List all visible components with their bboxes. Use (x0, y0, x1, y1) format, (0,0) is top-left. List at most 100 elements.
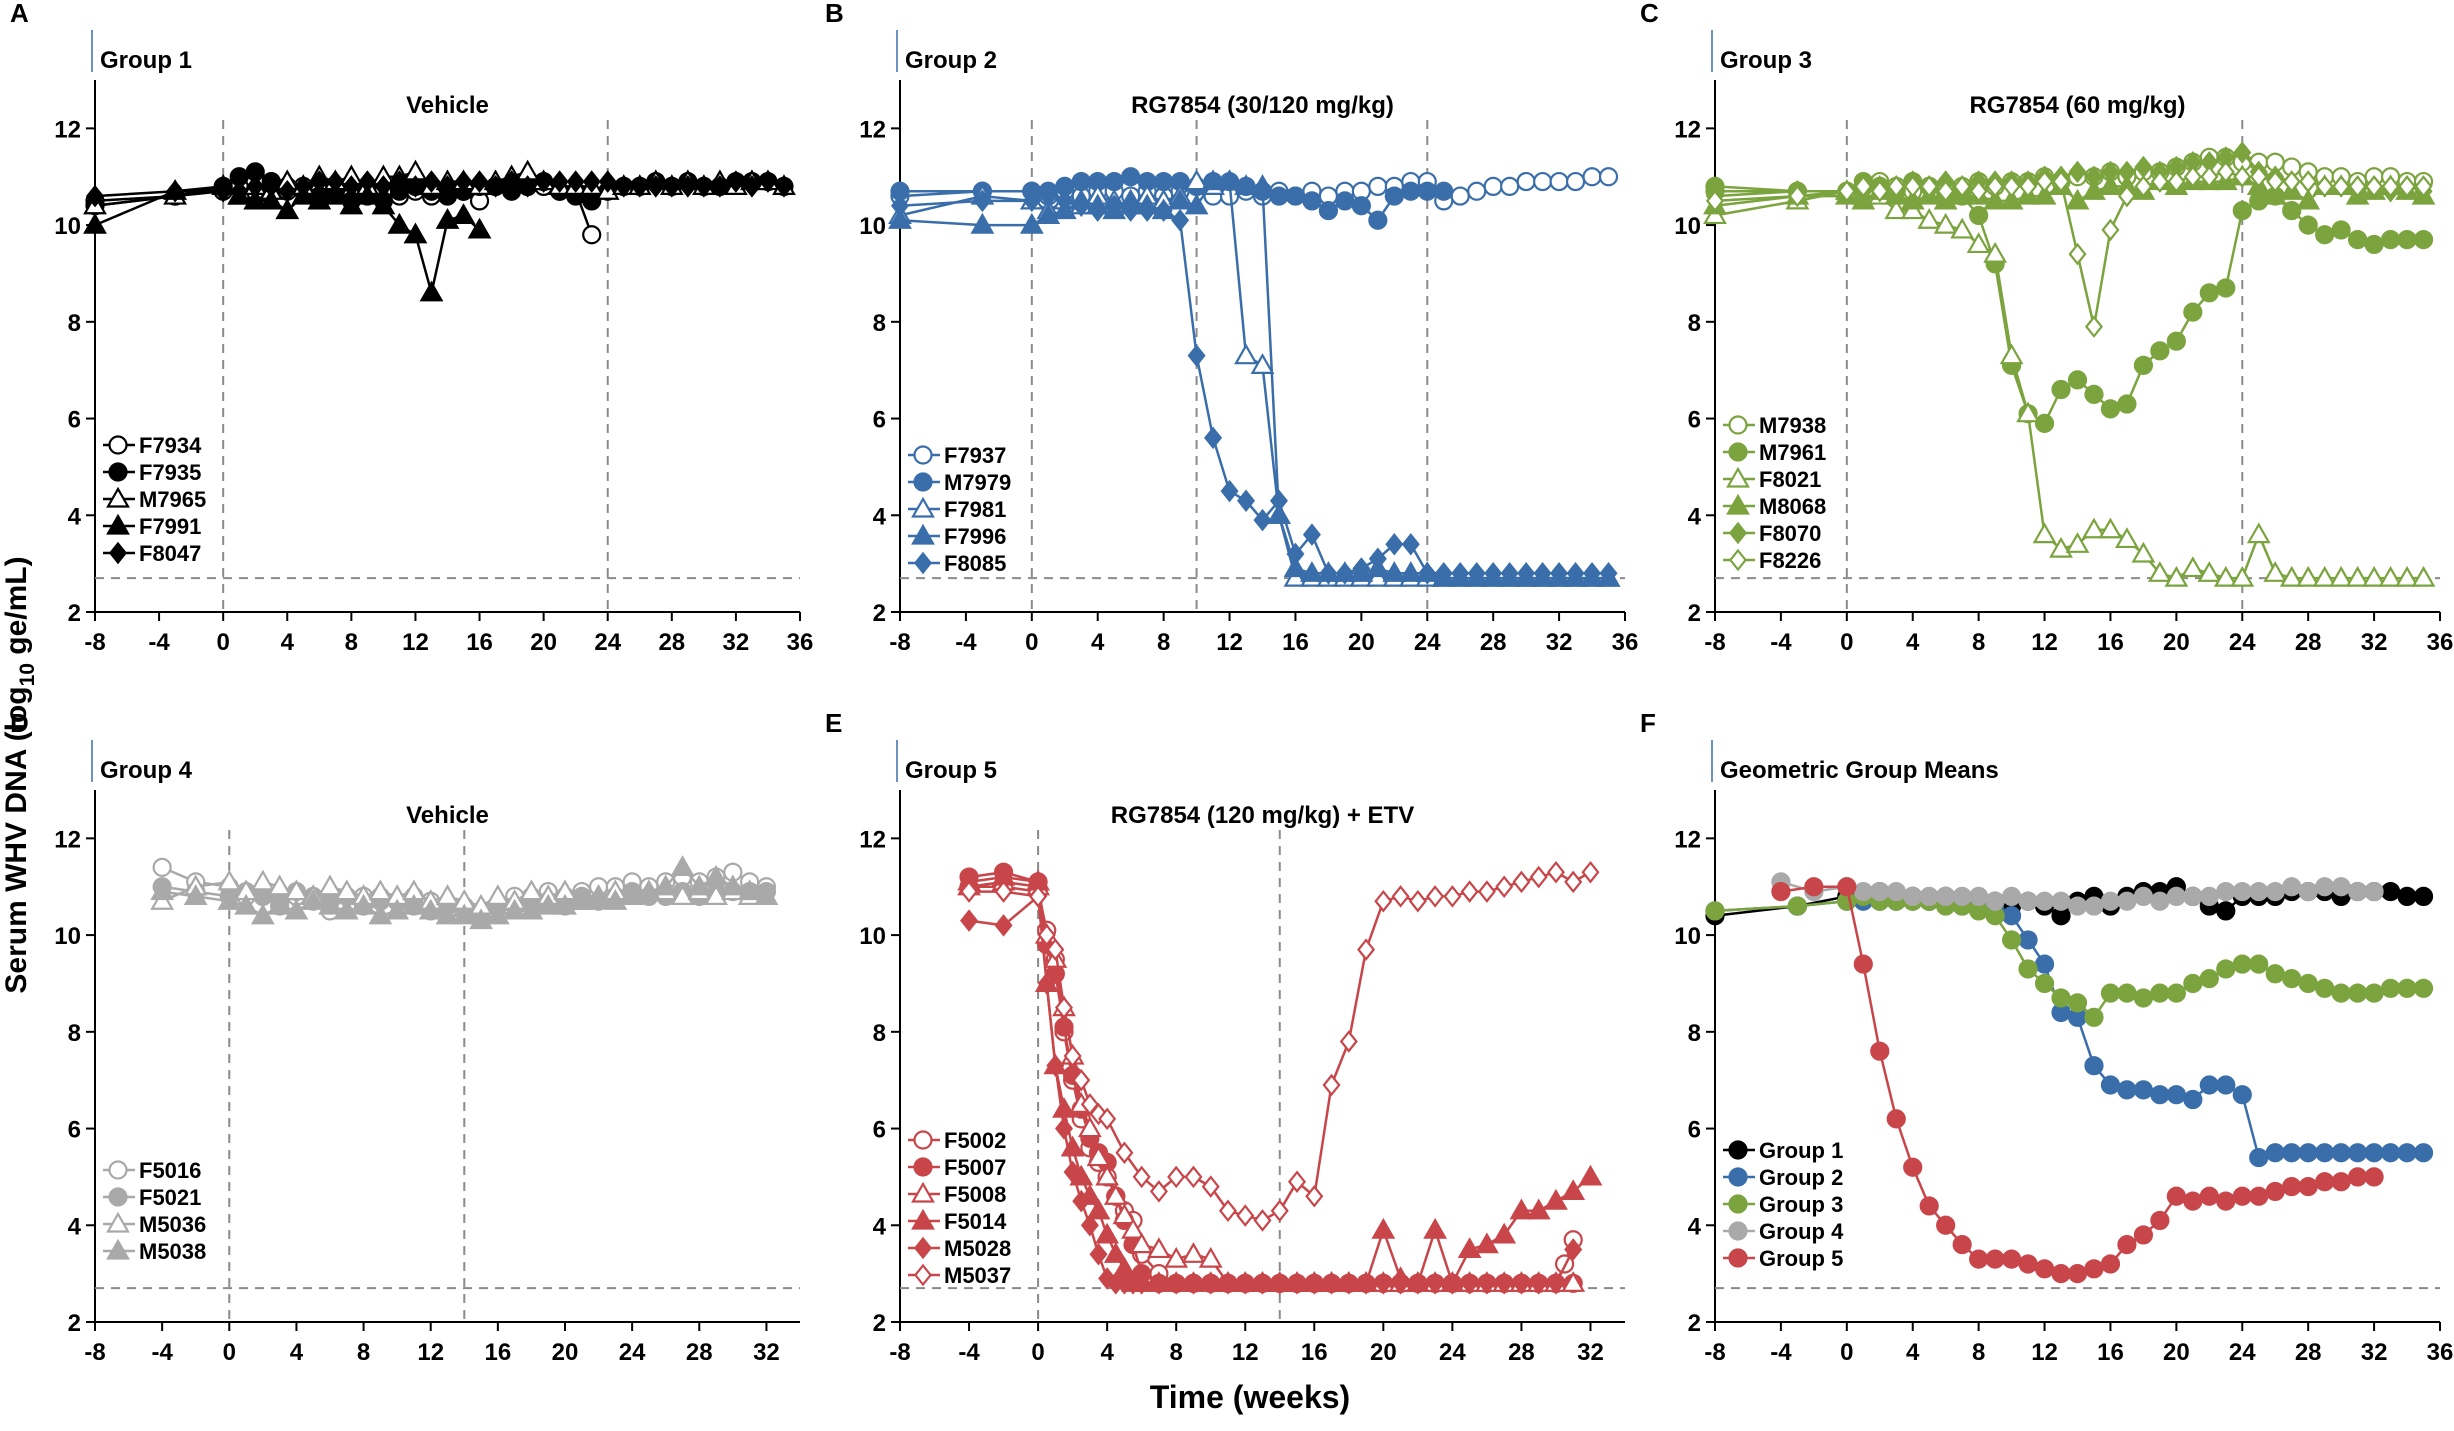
data-point (2315, 225, 2335, 245)
data-point (553, 893, 577, 915)
data-point (2315, 175, 2334, 198)
data-point (2034, 954, 2055, 974)
data-point (1950, 217, 1975, 239)
data-point (2265, 1143, 2285, 1163)
data-point (2084, 1007, 2104, 1027)
data-point (2051, 891, 2071, 911)
data-point (2051, 379, 2071, 400)
data-point (1578, 1164, 1603, 1186)
data-point (2233, 141, 2252, 164)
data-point (2034, 413, 2055, 433)
data-point (1072, 1068, 1091, 1092)
data-point (1072, 1189, 1091, 1213)
data-point (2034, 891, 2055, 911)
legend-marker (911, 1208, 935, 1230)
data-point (2133, 988, 2154, 1008)
legend-marker (1728, 521, 1748, 545)
data-point (1451, 562, 1470, 585)
data-point (1147, 1237, 1171, 1259)
data-point (1184, 193, 1209, 215)
data-point (1098, 1267, 1117, 1290)
legend-item: F7991 (103, 513, 201, 539)
data-point (2150, 341, 2170, 361)
x-tick-label: 32 (723, 629, 750, 656)
legend-label: Group 5 (1759, 1246, 1843, 1271)
data-point (1071, 171, 1091, 192)
data-point (1986, 175, 2005, 198)
data-point (2199, 1075, 2219, 1095)
data-point (246, 175, 265, 198)
data-point (1500, 562, 1519, 585)
data-point (1201, 169, 1225, 191)
data-point (2147, 561, 2172, 582)
data-point (1460, 1272, 1479, 1295)
data-point (2249, 165, 2268, 188)
data-point (2216, 881, 2236, 902)
legend-item: M5028 (908, 1236, 1011, 1261)
legend-marker (913, 1130, 933, 1150)
data-point (2315, 978, 2335, 998)
data-point (2150, 170, 2169, 193)
data-point (1985, 1249, 2005, 1269)
data-point (1475, 1232, 1499, 1254)
data-point (83, 212, 107, 234)
data-point (2249, 1186, 2269, 1206)
legend-marker (108, 462, 128, 482)
data-point (310, 170, 329, 193)
x-tick-label: 24 (2229, 1339, 2256, 1366)
data-point (630, 175, 649, 198)
data-point (385, 898, 410, 920)
y-tick-label: 8 (1688, 1020, 1701, 1047)
data-point (2117, 394, 2137, 414)
panel-letter: C (1640, 0, 1659, 28)
data-point (1305, 1184, 1324, 1208)
data-point (1434, 181, 1454, 201)
data-point (1217, 169, 1242, 191)
data-point (598, 170, 617, 193)
x-tick-label: 4 (1906, 629, 1920, 656)
group-label: Group 5 (905, 757, 997, 784)
data-point (1408, 889, 1427, 913)
y-tick-label: 2 (1688, 1310, 1701, 1337)
data-point (2098, 174, 2123, 195)
data-point (2331, 220, 2351, 240)
y-tick-label: 10 (1674, 213, 1701, 240)
legend-label: M5036 (139, 1212, 206, 1237)
data-point (2166, 1085, 2186, 1105)
legend-item: F8047 (103, 541, 201, 566)
data-point (2133, 355, 2154, 375)
data-point (342, 175, 361, 198)
data-point (1969, 205, 1989, 226)
legend-item: M5037 (908, 1263, 1011, 1288)
data-point (1561, 1271, 1586, 1292)
data-point (1705, 901, 1725, 921)
legend-item: Group 2 (1723, 1165, 1843, 1190)
y-tick-label: 8 (1688, 310, 1701, 337)
data-point (2150, 1210, 2170, 1231)
data-point (1550, 562, 1569, 585)
data-point (582, 225, 602, 245)
y-tick-label: 10 (859, 923, 886, 950)
x-tick-label: 0 (1025, 629, 1038, 656)
data-point (2282, 969, 2302, 989)
data-point (2230, 565, 2255, 587)
legend-label: F7996 (944, 524, 1006, 549)
data-point (1154, 171, 1174, 192)
data-point (1305, 1272, 1324, 1295)
y-tick-label: 6 (873, 1117, 886, 1144)
y-tick-label: 4 (873, 1213, 887, 1240)
x-tick-label: 32 (2361, 1339, 2388, 1366)
data-point (2364, 881, 2384, 902)
data-point (1887, 175, 1906, 198)
legend-item: F7934 (103, 433, 202, 458)
data-point (323, 183, 348, 205)
data-point (2331, 1143, 2351, 1163)
data-point (2265, 964, 2285, 984)
x-tick-label: 20 (1370, 1339, 1397, 1366)
panel-letter: E (825, 708, 842, 738)
data-point (1132, 1165, 1151, 1189)
legend-label: M8068 (1759, 494, 1826, 519)
y-tick-label: 12 (859, 826, 886, 853)
y-axis-label: Serum WHV DNA (log10 ge/mL) (0, 556, 39, 993)
